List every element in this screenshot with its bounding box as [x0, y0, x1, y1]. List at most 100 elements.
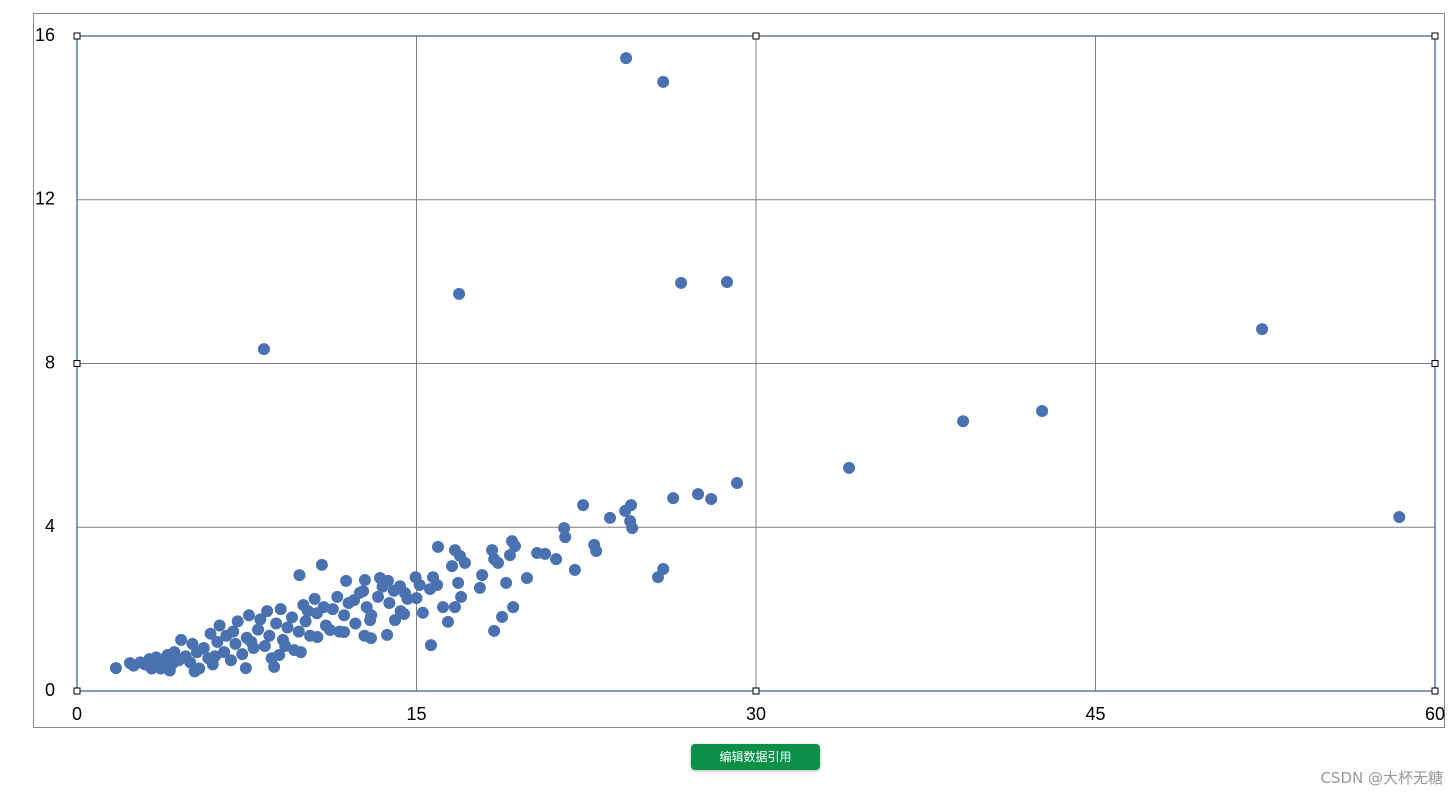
point [304, 629, 317, 642]
point [957, 415, 970, 428]
point [288, 644, 301, 657]
point [274, 603, 287, 616]
point [365, 609, 378, 622]
point [286, 611, 299, 624]
point [301, 605, 314, 618]
point [331, 590, 344, 603]
x-tick-label: 30 [746, 704, 766, 724]
point [577, 499, 590, 512]
point [263, 629, 276, 642]
point [441, 615, 454, 628]
point [488, 624, 501, 637]
point [675, 276, 688, 289]
point [372, 590, 385, 603]
point [293, 569, 306, 582]
point [1393, 511, 1406, 524]
point [721, 276, 734, 289]
point [476, 569, 489, 582]
point [388, 614, 401, 627]
point [413, 578, 426, 591]
point [150, 651, 163, 664]
chart: 0 4 8 12 16 0 15 30 45 60 [33, 13, 1445, 728]
point [424, 583, 437, 596]
point [667, 492, 680, 505]
chart-frame [33, 13, 1445, 728]
point [211, 635, 224, 648]
point [448, 601, 461, 614]
point [539, 547, 552, 560]
point [657, 563, 670, 576]
point [265, 652, 278, 665]
point [279, 639, 292, 652]
point [486, 544, 499, 557]
point [520, 572, 533, 585]
point [358, 574, 371, 587]
y-tick-label: 12 [35, 189, 55, 209]
point [315, 558, 328, 571]
point [175, 633, 188, 646]
point [227, 625, 240, 638]
point [692, 488, 705, 501]
point [590, 544, 603, 557]
point [163, 664, 176, 677]
point [383, 596, 396, 609]
point [843, 461, 856, 474]
point [376, 580, 389, 593]
point [503, 549, 516, 562]
point [218, 646, 231, 659]
point [319, 619, 332, 632]
point [349, 617, 362, 630]
point [657, 75, 670, 88]
y-tick-label: 0 [45, 680, 55, 700]
point [1036, 404, 1049, 417]
point [508, 540, 521, 553]
point [252, 623, 265, 636]
point [308, 592, 321, 605]
selection-handle [752, 32, 760, 40]
point [231, 615, 244, 628]
point [213, 619, 226, 632]
selection-handle [73, 687, 81, 695]
point [257, 343, 270, 356]
point [353, 586, 366, 599]
point [507, 601, 520, 614]
x-tick-label: 45 [1085, 704, 1105, 724]
selection-handle [1431, 32, 1439, 40]
point [333, 625, 346, 638]
point [496, 610, 509, 623]
point [292, 625, 305, 638]
selection-handle [73, 32, 81, 40]
point [204, 627, 217, 640]
selection-handle [752, 687, 760, 695]
point [261, 605, 274, 618]
point [416, 606, 429, 619]
point [281, 621, 294, 634]
point [453, 287, 466, 300]
point [604, 511, 617, 524]
point [455, 590, 468, 603]
point [270, 617, 283, 630]
point [224, 654, 237, 667]
point [620, 52, 633, 65]
point [243, 609, 256, 622]
point [326, 603, 339, 616]
selection-handle [73, 360, 81, 367]
y-tick-label: 4 [45, 516, 55, 536]
point [705, 493, 718, 506]
point [491, 556, 504, 569]
point [188, 665, 201, 678]
point [619, 504, 632, 517]
selection-handle [1431, 360, 1439, 367]
x-tick-label: 15 [406, 704, 426, 724]
point [387, 584, 400, 597]
point [340, 574, 353, 587]
point [473, 581, 486, 594]
x-tick-label: 0 [72, 704, 82, 724]
point [317, 601, 330, 614]
point [381, 628, 394, 641]
edit-data-button[interactable]: 编辑数据引用 [691, 744, 820, 770]
x-tick-label: 60 [1425, 704, 1445, 724]
point [458, 556, 471, 569]
point [394, 605, 407, 618]
